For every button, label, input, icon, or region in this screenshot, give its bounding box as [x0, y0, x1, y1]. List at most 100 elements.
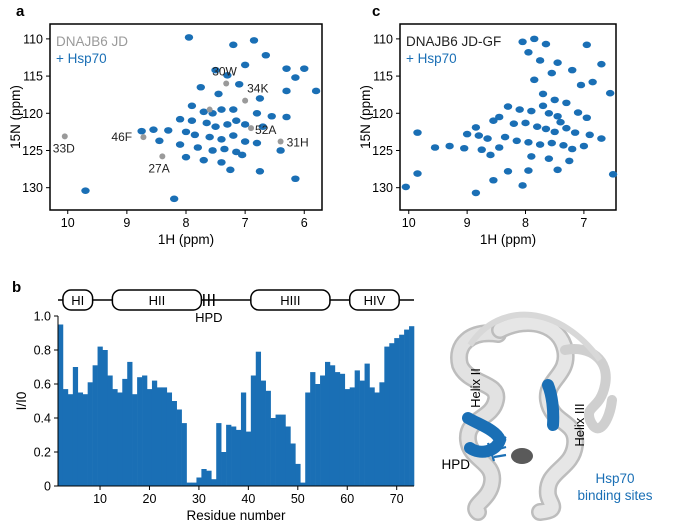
y-tick-label: 110	[373, 32, 393, 46]
plot-frame-c	[399, 23, 617, 211]
peak-label: 34K	[247, 82, 268, 96]
peaks-c	[401, 35, 618, 197]
peak-bound-48	[217, 159, 226, 166]
peak-bound-25	[211, 123, 220, 130]
peak-bound-7	[211, 66, 220, 74]
bar-residue-65	[369, 387, 375, 486]
y-tick-label: 130	[22, 181, 43, 195]
x-tick-label: 7	[580, 216, 587, 230]
peak-free-4	[140, 134, 147, 141]
peak-bound-58	[553, 166, 562, 174]
bar-residue-37	[231, 426, 237, 486]
y-axis-label-c: 15N (ppm)	[358, 85, 373, 149]
peak-bound-63	[471, 189, 481, 197]
bar-residue-69	[389, 343, 395, 486]
peak-bound-36	[474, 132, 484, 139]
peak-bound-5	[535, 57, 545, 64]
protein-structure-illustration: Helix II Helix III HPD Hsp70 binding sit…	[441, 311, 653, 521]
peak-bound-9	[547, 69, 556, 77]
bar-residue-31	[201, 469, 207, 486]
hpd-sidechains-gray	[511, 448, 533, 464]
bar-residue-68	[384, 346, 390, 486]
bar-residue-8	[87, 382, 93, 486]
peak-bound-27	[232, 117, 241, 125]
y-tick-label: 0	[44, 480, 51, 494]
peak-label: 27A	[148, 161, 169, 175]
y-tick-label: 110	[23, 32, 43, 46]
panel-label-b: b	[12, 279, 21, 296]
x-tick-label: 20	[143, 492, 157, 506]
peak-bound-20	[544, 109, 554, 117]
peak-bound-52	[544, 155, 554, 162]
peak-bound-59	[608, 170, 618, 178]
peak-bound-46	[445, 142, 454, 150]
bar-residue-3	[62, 389, 69, 486]
spectrum-c: 10 9 8 7 110 115 120 125 130 DNAJB6 JD-GF + Hsp…	[358, 23, 618, 247]
peak-bound-24	[202, 119, 211, 127]
helix-iii-ribbon	[493, 316, 582, 519]
peak-bound-34	[190, 131, 200, 139]
bar-residue-54	[315, 384, 321, 486]
peaks-a	[61, 34, 321, 203]
y-tick-label: 115	[373, 70, 393, 84]
bar-residue-28	[186, 482, 192, 486]
peak-bound-6	[300, 65, 309, 72]
peak-bound-55	[460, 144, 469, 152]
peak-bound-9	[291, 74, 300, 81]
peak-bound-11	[282, 87, 291, 95]
bar-residue-60	[344, 389, 351, 486]
bar-residue-17	[132, 394, 138, 486]
bar-residue-2	[58, 324, 64, 486]
peak-bound-13	[605, 89, 615, 97]
peak-bound-49	[495, 144, 504, 151]
peak-bound-16	[562, 99, 571, 107]
peak-bound-28	[532, 123, 542, 130]
peak-bound-33	[181, 128, 191, 136]
peak-bound-8	[223, 72, 232, 79]
peak-bound-14	[538, 90, 548, 98]
x-tick-label: 8	[183, 216, 190, 230]
bar-residue-7	[82, 394, 88, 486]
bar-residue-63	[359, 380, 365, 486]
peak-free-3	[277, 138, 284, 145]
peak-bound-32	[570, 129, 580, 136]
y-ticks-a: 110 115 120 125 130	[22, 32, 50, 195]
peak-bound-6	[553, 59, 562, 66]
peak-bound-21	[553, 112, 562, 120]
peak-bound-2	[229, 41, 238, 49]
x-tick-label: 8	[522, 216, 529, 230]
x-tick-label: 9	[123, 216, 130, 230]
panel-label-c: c	[372, 3, 380, 20]
peak-bound-29	[258, 123, 268, 130]
peak-bound-30	[550, 128, 559, 136]
domain-box-HIV	[348, 289, 400, 311]
bar-residue-27	[181, 423, 187, 486]
peak-bound-55	[276, 147, 285, 154]
x-axis-label-c: 1H (ppm)	[480, 232, 536, 247]
peak-bound-49	[226, 166, 235, 174]
x-ticks-b: 10 20 30 40 50 60 70	[93, 486, 404, 506]
peak-bound-54	[81, 187, 90, 194]
peak-bound-50	[255, 168, 265, 175]
domain-label: HIV	[364, 293, 386, 308]
peak-bound-25	[489, 117, 498, 125]
y-tick-label: 130	[372, 181, 393, 195]
domain-label: HII	[149, 293, 166, 308]
y-ticks-b: 0 0.2 0.4 0.6 0.8 1.0	[34, 310, 58, 494]
peak-bound-17	[217, 106, 226, 113]
peak-bound-48	[477, 146, 486, 154]
peak-bound-1	[530, 35, 539, 43]
bar-residue-14	[117, 392, 123, 486]
helix-ii-ribbon	[452, 326, 505, 519]
bar-residue-51	[300, 482, 306, 486]
x-axis-label-b: Residue number	[186, 508, 286, 523]
legend-entry-jd-gf: DNAJB6 JD-GF	[406, 34, 501, 49]
bar-residue-25	[171, 401, 177, 486]
legend-entry-hsp70-c: + Hsp70	[406, 51, 457, 66]
peak-free-0	[223, 80, 230, 87]
y-tick-label: 1.0	[34, 310, 51, 324]
peak-bound-13	[255, 95, 265, 102]
bars	[58, 324, 415, 486]
peak-bound-54	[413, 129, 422, 136]
